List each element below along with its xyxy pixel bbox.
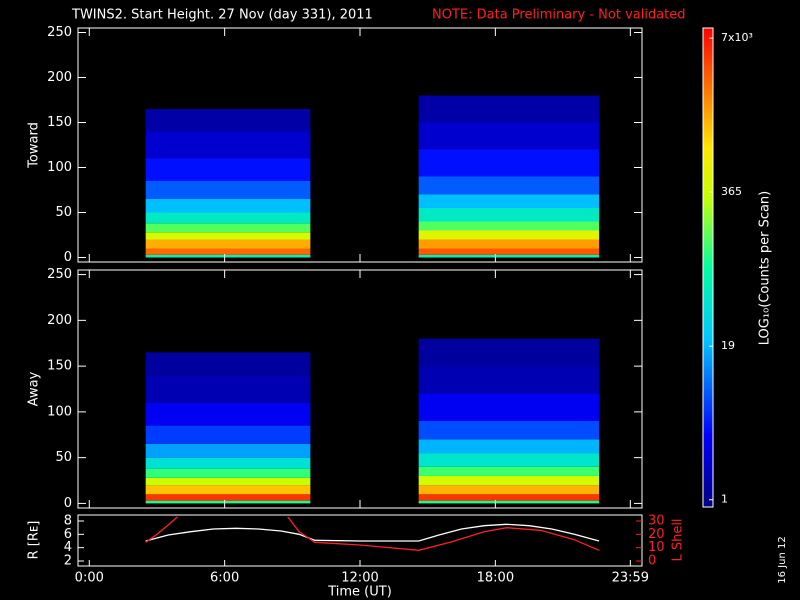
y-tick-label: 100 [47, 160, 72, 175]
y-tick-label: 250 [47, 25, 72, 40]
spectrogram-cell [145, 109, 311, 132]
y-tick-label: 0 [64, 250, 72, 265]
y-tick-label: 2 [64, 554, 72, 569]
y-tick-label: 50 [55, 205, 72, 220]
spectrogram-cell [418, 421, 600, 440]
spectrogram-cell [418, 439, 600, 454]
spectrogram-cell [145, 375, 311, 403]
y-tick-label: 0 [64, 496, 72, 511]
spectrogram-cell [145, 443, 311, 458]
y2-tick-label: 30 [648, 514, 665, 529]
spectrogram-cell [418, 149, 600, 177]
colorbar-label: LOG₁₀(Counts per Scan) [758, 191, 773, 346]
spectrogram-cell [145, 352, 311, 376]
y-tick-label: 8 [64, 514, 72, 529]
spectrogram-cell [145, 485, 311, 495]
x-tick-label: 6:00 [210, 571, 239, 586]
spectrogram-cell [145, 131, 311, 159]
x-tick-label: 0:00 [75, 571, 104, 586]
y-tick-label: 250 [47, 267, 72, 282]
spectrogram-cell [145, 468, 311, 478]
spectrogram-cell [418, 453, 600, 467]
orbit-lines [145, 516, 600, 551]
spectrogram-cell [145, 181, 311, 199]
spectrogram-cell [145, 494, 311, 501]
colorbar-tick-label: 19 [721, 339, 735, 352]
spectrogram-cell [145, 239, 311, 249]
spectrogram-cell [418, 221, 600, 231]
y2-tick-label: 0 [648, 554, 656, 569]
spectrogram-cell [145, 212, 311, 224]
spectrogram-cell [145, 425, 311, 444]
panel-label: Away [27, 371, 42, 406]
y-tick-label: 150 [47, 359, 72, 374]
colorbar-tick-label: 7x10³ [721, 31, 753, 44]
spectrogram-cell [145, 223, 311, 233]
colorbar-tick-label: 1 [721, 493, 728, 506]
spectrogram-cell [145, 248, 311, 255]
spectrogram-cell [418, 248, 600, 255]
x-tick-label: 18:00 [477, 571, 514, 586]
y-axis-label: R [Rᴇ] [27, 521, 42, 560]
spectrogram-cell [418, 366, 600, 394]
spectrogram-cell [145, 402, 311, 426]
x-tick-label: 12:00 [341, 571, 378, 586]
spectrogram-cell [418, 466, 600, 476]
y-tick-label: 200 [47, 313, 72, 328]
orbit-line [145, 516, 600, 551]
y-tick-label: 6 [64, 527, 72, 542]
spectrogram-cell [418, 485, 600, 495]
y2-axis-label: L Shell [671, 518, 686, 561]
spectrogram-cell [418, 239, 600, 249]
y-tick-label: 150 [47, 115, 72, 130]
chart-title: TWINS2. Start Height. 27 Nov (day 331), … [71, 8, 373, 23]
spectrogram-cell [418, 230, 600, 240]
orbit-line [145, 523, 600, 542]
spectrogram-cell [145, 477, 311, 486]
y-tick-label: 50 [55, 450, 72, 465]
y-tick-label: 4 [64, 540, 72, 555]
y2-tick-label: 20 [648, 527, 665, 542]
spectrogram-cell [418, 393, 600, 422]
y-tick-label: 200 [47, 70, 72, 85]
panel-label: Toward [27, 122, 42, 169]
y-tick-label: 100 [47, 404, 72, 419]
spectrogram-cell [418, 95, 600, 123]
spectrogram-cell [418, 338, 600, 367]
spectrogram-cell [145, 457, 311, 469]
date: 16 Jun 12 [777, 536, 788, 583]
x-tick-label: 23:59 [612, 571, 649, 586]
spectrogram-cell [145, 500, 311, 504]
x-axis-label: Time (UT) [327, 585, 392, 600]
y2-tick-label: 10 [648, 540, 665, 555]
spectrogram-cell [418, 475, 600, 486]
spectrogram-cell [418, 208, 600, 222]
spectrogram-cell [418, 500, 600, 504]
spectrogram-cell [418, 494, 600, 501]
spectrogram-cell [418, 176, 600, 195]
note: NOTE: Data Preliminary - Not validated [432, 8, 686, 23]
spectrogram-cell [145, 158, 311, 181]
spectrogram-cell [145, 199, 311, 213]
spectrogram-cell [418, 122, 600, 150]
spectrogram-cell [145, 254, 311, 258]
colorbar [702, 27, 714, 508]
spectrogram-cell [418, 254, 600, 258]
spectrogram-cell [418, 194, 600, 208]
colorbar-tick-label: 365 [721, 185, 742, 198]
spectrogram-cell [145, 232, 311, 240]
